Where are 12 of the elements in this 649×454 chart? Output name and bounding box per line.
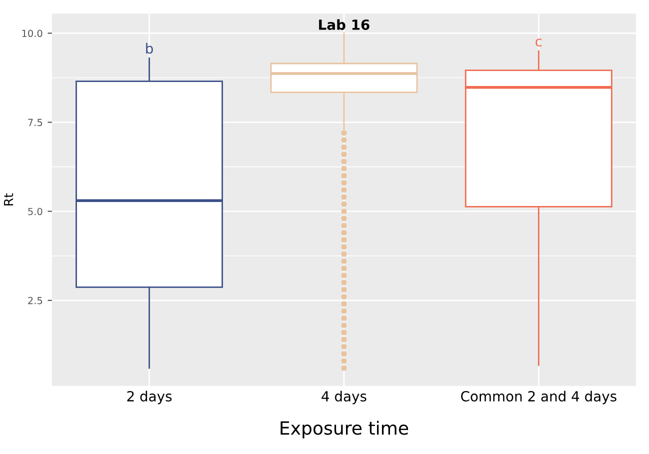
y-tick-label: 10.0 <box>22 30 42 38</box>
x-tick-label: 4 days <box>322 390 366 404</box>
y-tick-label: 7.5 <box>28 118 42 126</box>
x-axis-title: Exposure time <box>280 420 408 438</box>
x-tick-label: 2 days <box>127 390 172 404</box>
x-tick-label: Common 2 and 4 days <box>461 390 616 404</box>
chart-title: Lab 16 <box>319 19 370 30</box>
y-tick-label: 2.5 <box>28 296 42 304</box>
y-axis-title: Rt <box>4 193 14 206</box>
y-tick-label: 5.0 <box>28 208 42 216</box>
annotation: c <box>536 38 542 47</box>
annotation: b <box>146 42 153 54</box>
